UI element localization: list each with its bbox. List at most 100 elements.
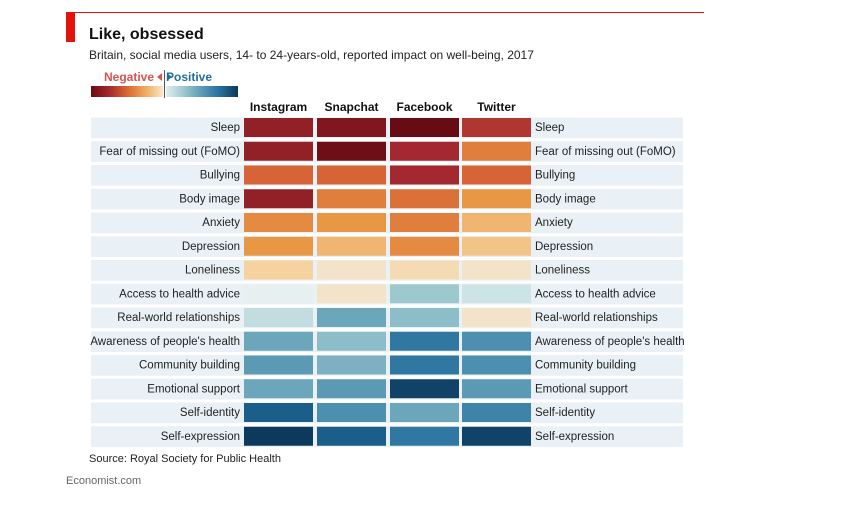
row-label-right-10: Community building (535, 360, 636, 372)
heat-cell-10-1 (317, 355, 386, 375)
row-label-right-5: Depression (535, 241, 593, 253)
heat-cell-2-0 (244, 165, 313, 185)
row-band-3 (91, 188, 683, 210)
row-label-right-7: Access to health advice (535, 288, 656, 300)
heat-cell-0-0 (244, 118, 313, 137)
heat-cell-8-3 (462, 308, 531, 327)
row-label-right-12: Self-identity (535, 407, 595, 419)
row-label-left-13: Self-expression (161, 431, 240, 443)
heat-cell-11-1 (317, 379, 386, 399)
row-label-left-3: Body image (179, 193, 240, 205)
row-band-7 (91, 283, 683, 305)
heat-cell-5-0 (244, 236, 313, 256)
heat-cell-2-1 (317, 165, 386, 185)
heat-cell-10-2 (390, 355, 459, 375)
heat-cell-13-3 (462, 426, 531, 446)
column-header-0: Instagram (250, 100, 307, 114)
heat-cell-12-2 (390, 403, 459, 422)
legend-divider (164, 70, 165, 98)
heat-cell-12-3 (462, 403, 531, 422)
heat-cell-9-3 (462, 331, 531, 351)
heat-cell-6-3 (462, 260, 531, 280)
heat-cell-11-3 (462, 379, 531, 399)
heat-cell-9-2 (390, 331, 459, 351)
row-label-left-10: Community building (139, 360, 240, 372)
heat-cell-9-1 (317, 331, 386, 351)
legend-right-arrow-icon (167, 73, 172, 81)
row-label-left-5: Depression (182, 241, 240, 253)
heat-cell-9-0 (244, 331, 313, 351)
heat-cell-10-0 (244, 355, 313, 375)
heat-cell-2-3 (462, 165, 531, 185)
brand-red-tag (66, 12, 75, 42)
row-band-6 (91, 260, 683, 281)
heat-cell-5-1 (317, 236, 386, 256)
column-header-2: Facebook (396, 100, 452, 114)
heat-cell-12-1 (317, 403, 386, 422)
row-band-12 (91, 402, 683, 424)
row-label-right-1: Fear of missing out (FoMO) (535, 146, 676, 158)
column-header-1: Snapchat (324, 100, 378, 114)
heat-cell-6-2 (390, 260, 459, 280)
heat-cell-13-2 (390, 426, 459, 446)
row-label-right-9: Awareness of people's health (535, 336, 685, 348)
heat-cell-6-0 (244, 260, 313, 280)
legend-negative-gradient (91, 86, 163, 97)
heat-cell-3-3 (462, 189, 531, 209)
row-label-left-4: Anxiety (202, 217, 240, 229)
row-label-left-9: Awareness of people's health (90, 336, 240, 348)
row-band-2 (91, 165, 683, 186)
row-band-10 (91, 355, 683, 376)
heat-cell-4-2 (390, 213, 459, 232)
column-header-3: Twitter (477, 100, 516, 114)
row-band-4 (91, 212, 683, 234)
row-label-left-7: Access to health advice (119, 288, 240, 300)
heat-cell-1-1 (317, 141, 386, 161)
chart-title: Like, obsessed (89, 26, 204, 43)
row-label-right-11: Emotional support (535, 383, 628, 395)
row-band-9 (91, 331, 683, 352)
row-band-11 (91, 378, 683, 400)
row-label-right-6: Loneliness (535, 265, 590, 277)
chart-subtitle: Britain, social media users, 14- to 24-y… (89, 48, 534, 62)
heat-cell-7-3 (462, 284, 531, 304)
heat-cell-1-0 (244, 141, 313, 161)
row-label-left-11: Emotional support (147, 383, 240, 395)
legend-negative-label: Negative (104, 70, 155, 84)
heat-cell-0-1 (317, 118, 386, 137)
row-label-right-2: Bullying (535, 170, 575, 182)
heat-cell-5-2 (390, 236, 459, 256)
heat-cell-3-2 (390, 189, 459, 209)
heat-cell-4-3 (462, 213, 531, 232)
heat-cell-3-1 (317, 189, 386, 209)
heat-cell-13-0 (244, 426, 313, 446)
row-band-13 (91, 426, 683, 447)
heat-cell-8-1 (317, 308, 386, 327)
heat-cell-10-3 (462, 355, 531, 375)
row-label-left-1: Fear of missing out (FoMO) (99, 146, 240, 158)
heat-cell-12-0 (244, 403, 313, 422)
brand-footer: Economist.com (66, 475, 142, 487)
heat-cell-7-0 (244, 284, 313, 304)
legend-positive-gradient (166, 86, 238, 97)
legend-positive-label: Positive (166, 70, 213, 84)
heat-cell-5-3 (462, 236, 531, 256)
heat-cell-0-2 (390, 118, 459, 137)
row-label-right-0: Sleep (535, 122, 564, 134)
heat-cell-4-0 (244, 213, 313, 232)
heat-cell-4-1 (317, 213, 386, 232)
row-label-right-3: Body image (535, 193, 596, 205)
legend-left-arrow-icon (157, 73, 162, 81)
row-label-left-0: Sleep (211, 122, 240, 134)
row-band-8 (91, 307, 683, 329)
heat-cell-8-0 (244, 308, 313, 327)
heat-cell-11-0 (244, 379, 313, 399)
row-label-left-12: Self-identity (180, 407, 240, 419)
heat-cell-3-0 (244, 189, 313, 209)
heat-cell-2-2 (390, 165, 459, 185)
heat-cell-1-2 (390, 141, 459, 161)
row-label-right-4: Anxiety (535, 217, 573, 229)
row-label-left-6: Loneliness (185, 265, 240, 277)
heat-cell-0-3 (462, 118, 531, 137)
